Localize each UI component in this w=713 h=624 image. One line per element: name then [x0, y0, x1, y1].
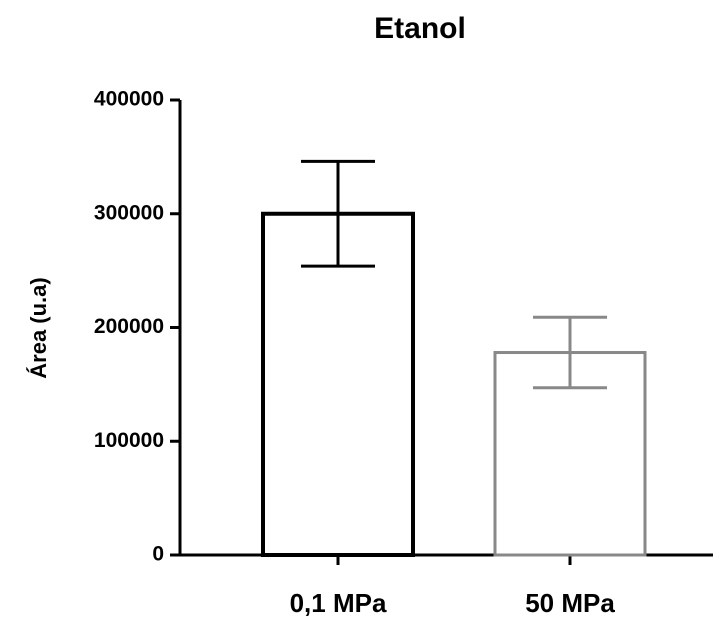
- error-bar: [533, 315, 607, 390]
- y-axis-label: Área (u.a): [26, 277, 51, 378]
- error-bar: [301, 159, 375, 268]
- x-tick-label: 50 MPa: [525, 588, 615, 618]
- y-tick-label: 0: [152, 543, 164, 566]
- bar: [261, 211, 415, 557]
- chart-title: Etanol: [374, 12, 466, 45]
- x-tick-label: 0,1 MPa: [290, 588, 387, 618]
- y-tick-label: 100000: [94, 429, 164, 452]
- y-tick-label: 300000: [94, 201, 164, 224]
- y-tick-label: 400000: [94, 88, 164, 111]
- y-tick-label: 200000: [94, 315, 164, 338]
